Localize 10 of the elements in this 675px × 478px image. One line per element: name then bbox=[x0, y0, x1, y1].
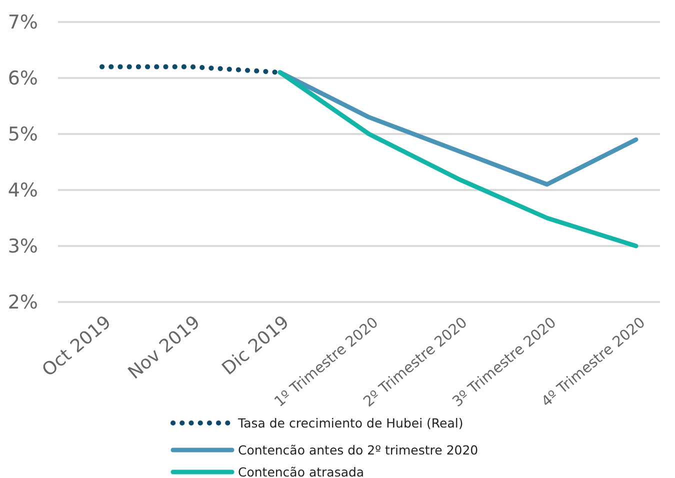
line-series bbox=[278, 70, 638, 248]
legend-label: Tasa de crecimiento de Hubei (Real) bbox=[237, 415, 464, 430]
y-tick-label: 5% bbox=[8, 124, 38, 146]
y-tick-label: 4% bbox=[8, 180, 38, 202]
legend-label: Contencão atrasada bbox=[238, 464, 364, 478]
legend-label: Contencão antes do 2º trimestre 2020 bbox=[238, 442, 478, 458]
y-tick-label: 7% bbox=[8, 12, 38, 34]
y-tick-label: 2% bbox=[8, 292, 38, 314]
y-tick-label: 3% bbox=[8, 236, 38, 258]
y-tick-label: 6% bbox=[8, 68, 38, 90]
